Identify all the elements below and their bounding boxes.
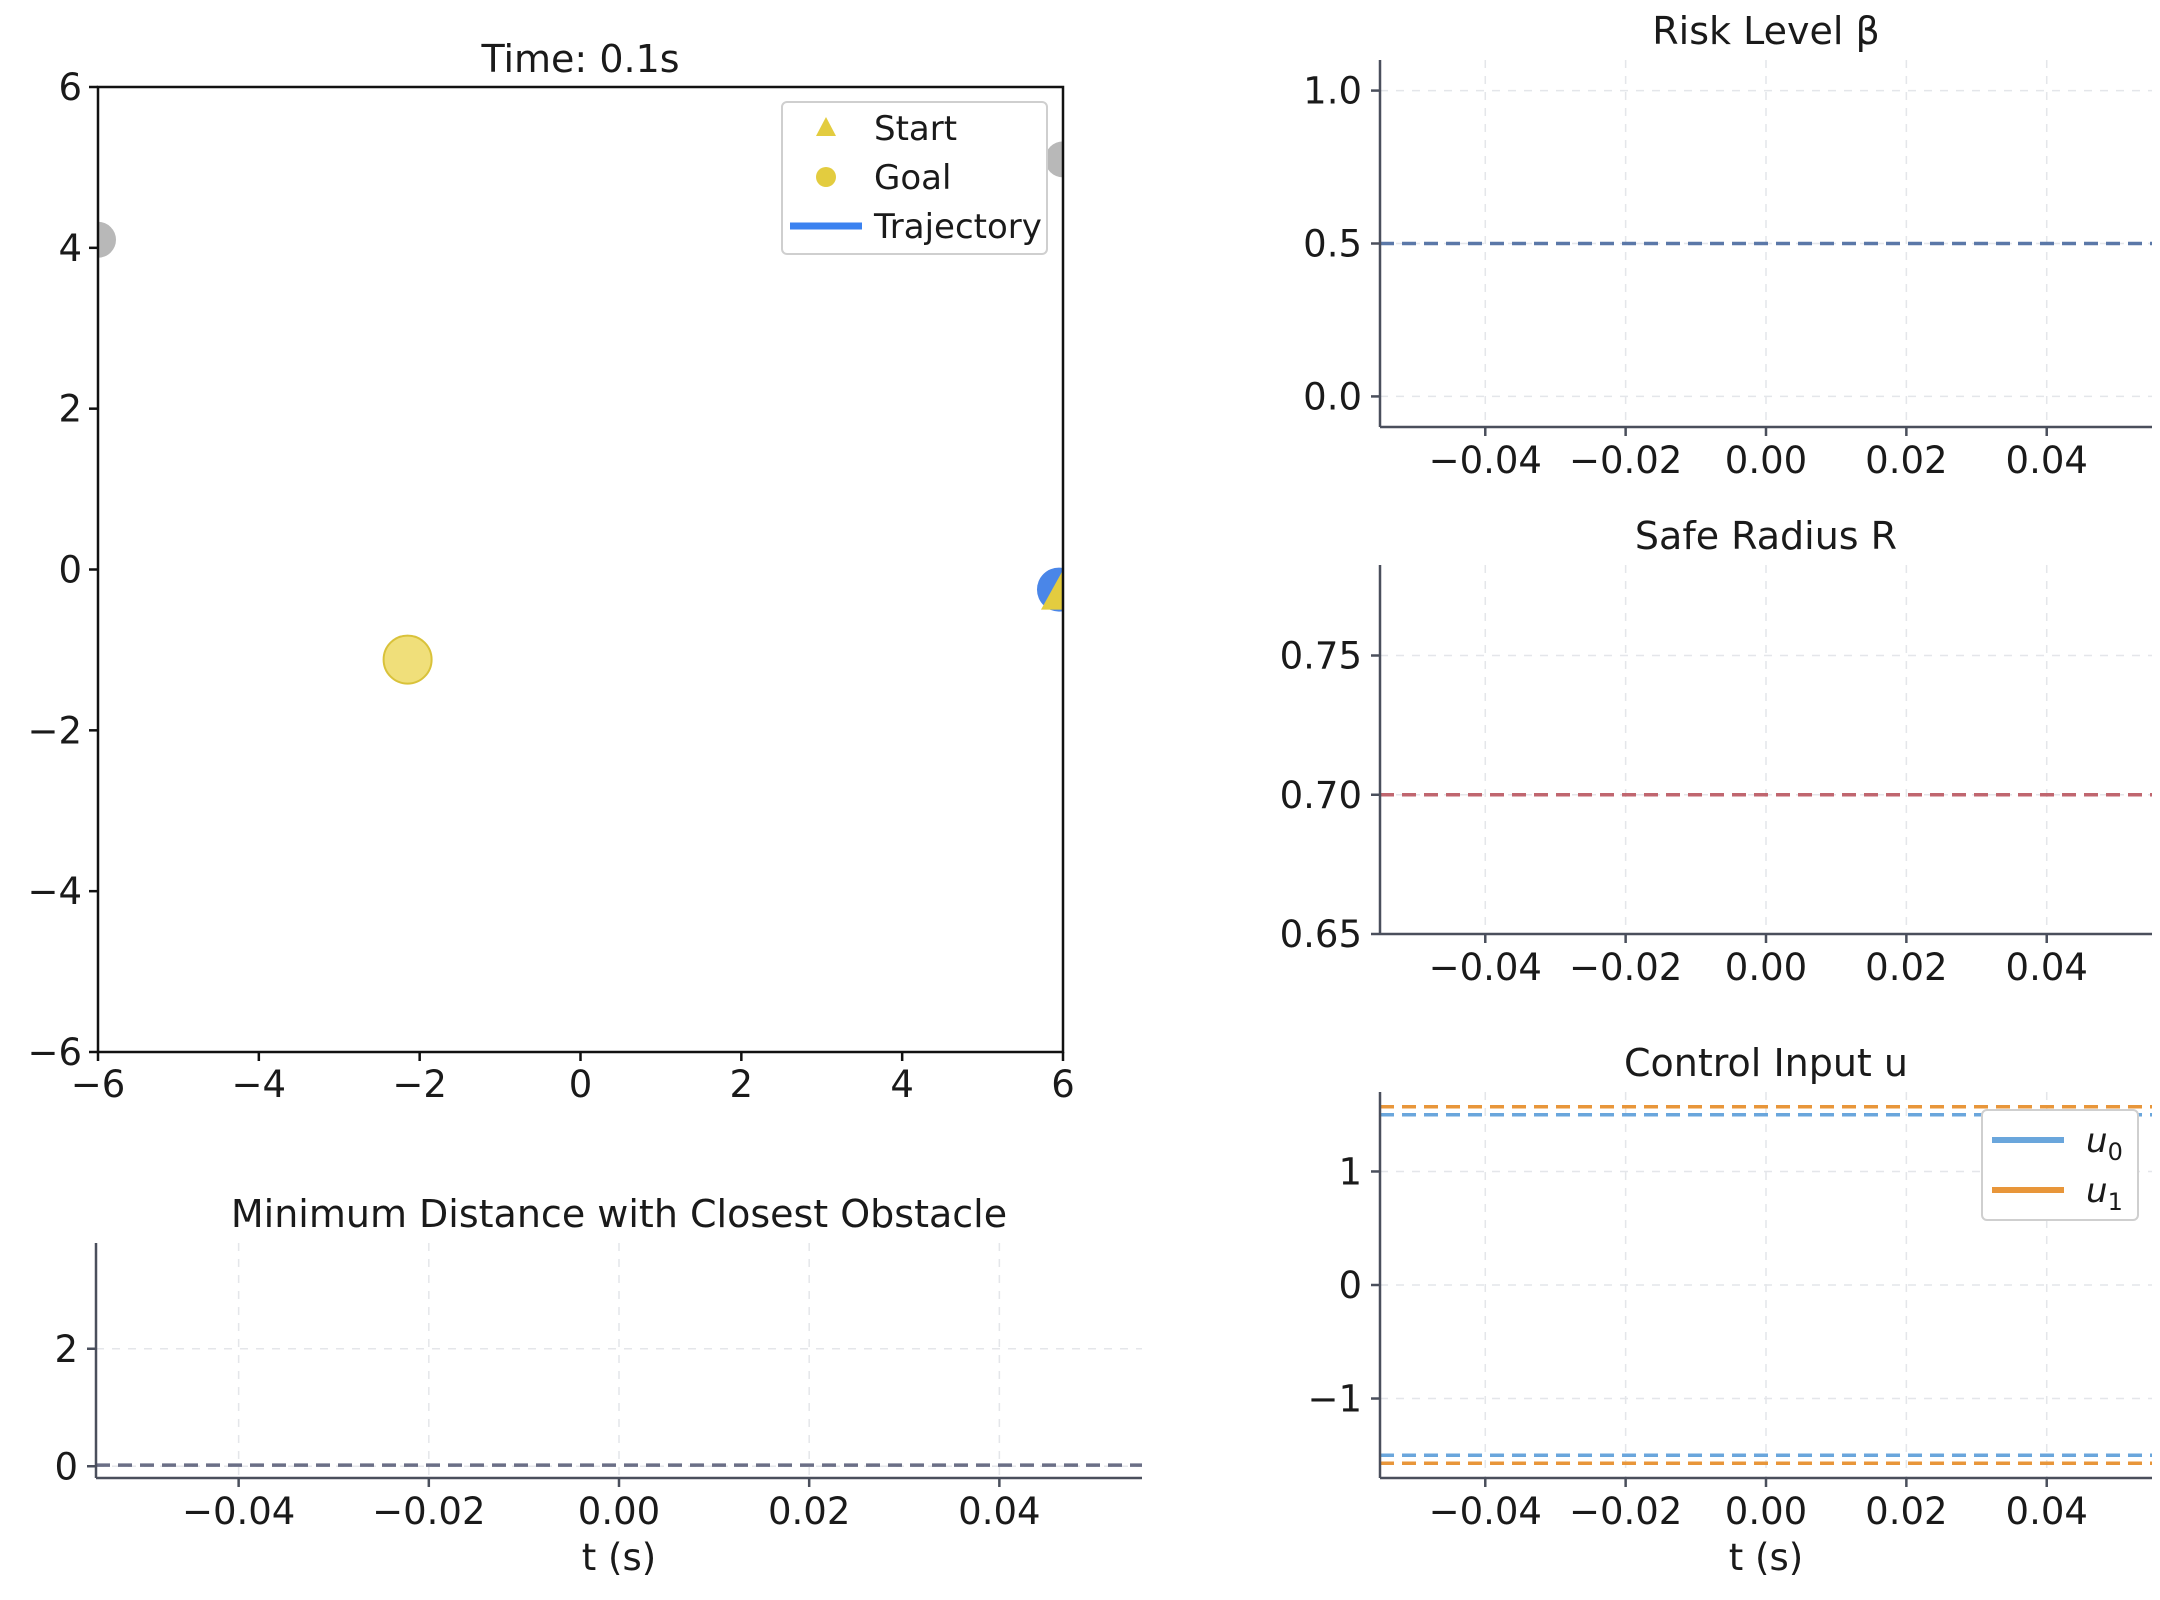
map-ytick-label: −6: [27, 1031, 82, 1074]
control-xtick-label: −0.04: [1429, 1490, 1542, 1533]
map-points: [98, 141, 1063, 685]
map-legend: Start Goal Trajectory: [781, 101, 1048, 255]
distance-xtick-label: 0.02: [768, 1490, 850, 1533]
map-xtick-label: −4: [232, 1063, 287, 1106]
map-xtick-label: 6: [1051, 1063, 1075, 1106]
control-xtick-label: 0.02: [1865, 1490, 1947, 1533]
risk-ytick-label: 0.0: [1303, 375, 1362, 418]
distance-ytick-label: 2: [54, 1328, 78, 1371]
radius-xtick-label: 0.00: [1725, 946, 1807, 989]
legend-goal-icon: [816, 167, 836, 187]
map-ytick-label: 4: [58, 227, 82, 270]
risk-ytick-label: 0.5: [1303, 223, 1362, 266]
legend-start-icon: [816, 117, 836, 136]
control-panel: −0.04 −0.02 0.00 0.02 0.04 −1 0 1 Control Input …: [1307, 1041, 2152, 1579]
distance-xlabel: t (s): [582, 1536, 656, 1579]
map-title: Time: 0.1s: [480, 37, 679, 81]
legend-symbol: u: [2086, 1121, 2108, 1161]
legend-subscript: 1: [2108, 1188, 2123, 1216]
distance-xtick-label: 0.00: [578, 1490, 660, 1533]
radius-xtick-label: 0.02: [1865, 946, 1947, 989]
map-ytick-label: 6: [58, 66, 82, 109]
radius-xtick-label: −0.02: [1569, 946, 1682, 989]
radius-xtick-label: −0.04: [1429, 946, 1542, 989]
radius-ytick-label: 0.75: [1280, 635, 1362, 678]
control-title: Control Input u: [1624, 1041, 1908, 1085]
map-point-goal: [382, 634, 433, 685]
control-ytick-label: 0: [1338, 1264, 1362, 1307]
risk-xtick-label: −0.02: [1569, 439, 1682, 482]
distance-ytick-label: 0: [54, 1445, 78, 1488]
distance-panel: −0.04 −0.02 0.00 0.02 0.04 0 2 Minimum Distance…: [54, 1192, 1142, 1579]
map-xtick-label: −2: [392, 1063, 447, 1106]
map-legend-box: [781, 101, 1048, 255]
map-xtick-label: 2: [730, 1063, 754, 1106]
map-ytick-label: −2: [27, 709, 82, 752]
radius-title: Safe Radius R: [1635, 514, 1897, 558]
control-xtick-label: 0.00: [1725, 1490, 1807, 1533]
radius-xtick-label: 0.04: [2006, 946, 2088, 989]
legend-subscript: 0: [2108, 1138, 2123, 1166]
distance-title: Minimum Distance with Closest Obstacle: [231, 1192, 1007, 1236]
map-xtick-label: 4: [890, 1063, 914, 1106]
distance-xtick-label: 0.04: [958, 1490, 1040, 1533]
map-point-obstacle: [1045, 141, 1063, 178]
radius-ytick-label: 0.70: [1280, 774, 1362, 817]
control-ytick-label: −1: [1307, 1378, 1362, 1421]
map-legend-label: Trajectory: [873, 207, 1042, 247]
distance-xtick-label: −0.04: [182, 1490, 295, 1533]
risk-xtick-label: 0.00: [1725, 439, 1807, 482]
map-point-obstacle: [98, 221, 116, 258]
legend-symbol: u: [2086, 1171, 2108, 1211]
map-ytick-label: −4: [27, 870, 82, 913]
map-ytick-label: 2: [58, 388, 82, 431]
risk-xtick-label: −0.04: [1429, 439, 1542, 482]
control-legend-label: u0: [2086, 1121, 2123, 1166]
risk-panel: −0.04 −0.02 0.00 0.02 0.04 0.0 0.5 1.0 Risk Leve…: [1303, 9, 2152, 482]
distance-xtick-label: −0.02: [372, 1490, 485, 1533]
risk-title: Risk Level β: [1652, 9, 1879, 53]
risk-ytick-label: 1.0: [1303, 70, 1362, 113]
control-xlabel: t (s): [1729, 1536, 1803, 1579]
risk-xtick-label: 0.04: [2006, 439, 2088, 482]
control-legend-label: u1: [2086, 1171, 2123, 1216]
radius-ytick-label: 0.65: [1280, 913, 1362, 956]
risk-xtick-label: 0.02: [1865, 439, 1947, 482]
radius-panel: −0.04 −0.02 0.00 0.02 0.04 0.65 0.70 0.75 Safe R…: [1280, 514, 2152, 989]
control-ytick-label: 1: [1338, 1150, 1362, 1193]
map-legend-label: Start: [874, 109, 957, 149]
map-legend-label: Goal: [874, 158, 951, 198]
map-ytick-label: 0: [58, 549, 82, 592]
map-xtick-label: 0: [569, 1063, 593, 1106]
map-xtick-label: −6: [71, 1063, 126, 1106]
control-xtick-label: 0.04: [2006, 1490, 2088, 1533]
map-panel: −6 −4 −2 0 2 4 6 −6 −4 −2 0 2 4 6 Time: 0.1s Start Goal T…: [27, 37, 1075, 1106]
control-xtick-label: −0.02: [1569, 1490, 1682, 1533]
map-point-start-triangle: [1041, 570, 1063, 610]
